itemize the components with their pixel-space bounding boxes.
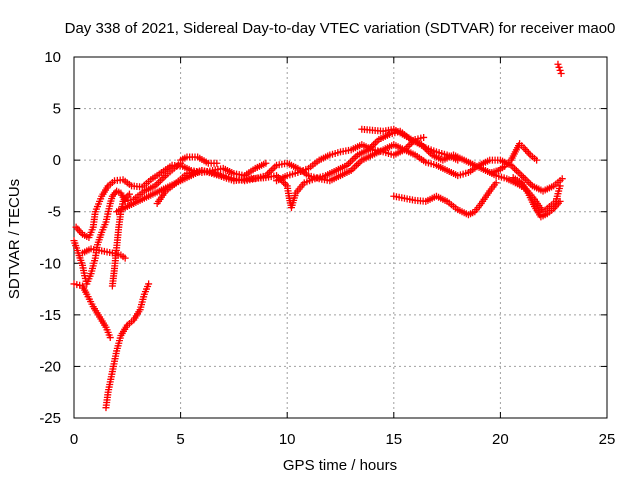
data-series-trace-4 — [72, 159, 270, 241]
y-tick-label: -25 — [39, 410, 61, 427]
data-series — [70, 60, 566, 412]
y-tick-label: 0 — [53, 152, 61, 169]
data-series-trace-10 — [273, 133, 428, 185]
data-series-trace-14 — [509, 174, 564, 221]
data-point-marker — [420, 133, 428, 141]
data-point-marker — [262, 159, 270, 167]
data-series-trace-2 — [102, 280, 153, 412]
x-tick-label: 10 — [279, 431, 296, 448]
chart-title: Day 338 of 2021, Sidereal Day-to-day VTE… — [65, 20, 616, 37]
x-tick-label: 25 — [599, 431, 616, 448]
data-point-marker — [213, 159, 221, 167]
data-point-marker — [145, 280, 153, 288]
data-point-marker — [557, 70, 565, 78]
axis-ticks: 0 5 10 15 20 25 -25 -20 -15 -10 -5 0 5 10 — [39, 49, 615, 448]
x-axis-title: GPS time / hours — [283, 457, 397, 474]
data-series-trace-5 — [79, 245, 129, 262]
data-point-marker — [125, 190, 133, 198]
data-point-marker — [554, 60, 562, 68]
y-axis-title: SDTVAR / TECUs — [6, 179, 23, 299]
data-series-trace-9 — [177, 153, 221, 167]
y-tick-label: -10 — [39, 255, 61, 272]
x-tick-label: 15 — [385, 431, 402, 448]
y-tick-label: -15 — [39, 307, 61, 324]
data-series-trace-6 — [108, 190, 133, 290]
data-series-trace-11 — [358, 125, 462, 164]
x-tick-label: 20 — [492, 431, 509, 448]
data-point-marker — [556, 66, 564, 74]
data-series-trace-15 — [554, 60, 565, 78]
y-tick-label: -20 — [39, 358, 61, 375]
data-point-marker — [121, 254, 129, 262]
data-point-marker — [556, 197, 564, 205]
y-tick-label: 10 — [44, 49, 61, 66]
x-tick-label: 0 — [70, 431, 78, 448]
data-point-marker — [558, 175, 566, 183]
y-tick-label: -5 — [48, 204, 61, 221]
data-series-trace-13 — [488, 140, 541, 177]
data-point-marker — [492, 179, 500, 187]
data-series-trace-1 — [70, 280, 114, 342]
data-series-trace-12 — [390, 179, 500, 219]
data-point-marker — [556, 182, 564, 190]
grid-lines — [74, 57, 607, 418]
x-tick-label: 5 — [176, 431, 184, 448]
data-point-marker — [454, 156, 462, 164]
data-point-marker — [533, 156, 541, 164]
y-tick-label: 5 — [53, 101, 61, 118]
data-point-marker — [106, 334, 114, 342]
data-point-marker — [555, 63, 563, 71]
